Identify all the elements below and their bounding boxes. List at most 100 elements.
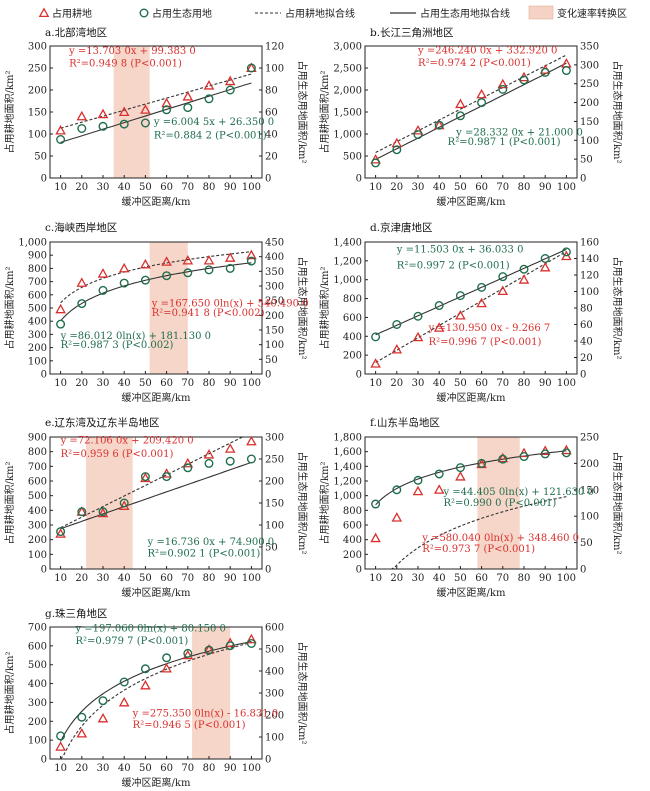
farmland-point bbox=[118, 696, 130, 707]
y-tick-label: 600 bbox=[28, 641, 47, 652]
x-tick-label: 80 bbox=[518, 182, 531, 193]
y2-tick-label: 0 bbox=[580, 565, 586, 576]
eco-point bbox=[98, 285, 108, 295]
legend-label: 占用生态用地 bbox=[152, 7, 212, 20]
x-tick-label: 60 bbox=[475, 378, 488, 389]
eco-point bbox=[519, 75, 529, 85]
x-axis-label: 缓冲区距离/km bbox=[122, 586, 191, 599]
plot-frame bbox=[364, 436, 578, 570]
y2-tick-label: 50 bbox=[580, 155, 593, 166]
fit-equation-label: R²=0.959 6 (P<0.001) bbox=[61, 449, 174, 460]
y-tick-label: 400 bbox=[343, 535, 362, 546]
farmland-point bbox=[455, 310, 466, 320]
y-tick-label: 0 bbox=[356, 565, 362, 576]
x-axis-label: 缓冲区距离/km bbox=[122, 391, 191, 404]
chart-title: b.长江三角洲地区 bbox=[370, 26, 454, 39]
eco-point bbox=[519, 264, 529, 274]
farmland-point bbox=[497, 452, 509, 463]
x-tick-label: 30 bbox=[97, 378, 110, 389]
y2-axis-label: 占用生态用地面积/km² bbox=[296, 61, 309, 164]
eco-point bbox=[140, 664, 150, 674]
eco-point bbox=[204, 265, 214, 275]
y2-axis-label: 占用生态用地面积/km² bbox=[611, 61, 624, 164]
farmland-point bbox=[412, 124, 424, 135]
x-tick-label: 20 bbox=[390, 182, 403, 193]
y2-tick-label: 20 bbox=[580, 353, 593, 364]
farmland-point bbox=[224, 75, 236, 86]
farmland-point bbox=[118, 262, 130, 273]
eco-point bbox=[56, 319, 66, 329]
y2-tick-label: 150 bbox=[265, 499, 284, 510]
y-tick-label: 1,000 bbox=[18, 238, 47, 249]
x-tick-label: 70 bbox=[496, 573, 509, 584]
eco-point bbox=[183, 463, 193, 473]
y-axis-label: 占用耕地面积/km² bbox=[3, 267, 16, 350]
eco-point bbox=[498, 454, 508, 464]
farmland-point bbox=[76, 110, 88, 121]
eco-point bbox=[413, 130, 423, 140]
farmland-point bbox=[246, 249, 257, 260]
fit-equation-label: y =130.950 0x - 9.266 7 bbox=[428, 323, 551, 334]
y2-tick-label: 120 bbox=[580, 271, 599, 282]
eco-point bbox=[434, 301, 444, 311]
y-tick-label: 1,500 bbox=[333, 108, 362, 119]
y-tick-label: 800 bbox=[343, 506, 362, 517]
eco-fit-line bbox=[375, 62, 567, 160]
eco-point bbox=[119, 498, 129, 508]
y-tick-label: 700 bbox=[28, 462, 47, 473]
y2-tick-label: 300 bbox=[265, 282, 284, 293]
x-tick-label: 70 bbox=[496, 182, 509, 193]
eco-point bbox=[225, 263, 235, 273]
farmland-point bbox=[561, 58, 572, 68]
y-tick-label: 0 bbox=[356, 174, 362, 185]
y-tick-label: 300 bbox=[28, 698, 47, 709]
eco-point bbox=[434, 469, 444, 479]
x-tick-label: 60 bbox=[160, 378, 173, 389]
x-tick-label: 40 bbox=[433, 378, 446, 389]
fit-equation-label: y =246.240 0x + 332.920 0 bbox=[417, 45, 557, 56]
fit-equation-label: R²=0.902 1 (P<0.001) bbox=[148, 549, 261, 560]
eco-point bbox=[56, 527, 66, 537]
farmland-point bbox=[412, 485, 424, 496]
y-tick-label: 500 bbox=[28, 491, 47, 502]
y-tick-label: 1,800 bbox=[333, 433, 362, 444]
fit-equation-label: R²=0.996 7 (P<0.001) bbox=[429, 337, 542, 348]
farmland-point bbox=[203, 449, 215, 459]
farmland-point bbox=[370, 532, 381, 543]
x-tick-label: 10 bbox=[369, 378, 382, 389]
farmland-point bbox=[203, 644, 215, 654]
y-axis-label: 占用耕地面积/km² bbox=[318, 462, 331, 545]
y2-tick-label: 200 bbox=[580, 98, 599, 109]
farmland-point bbox=[55, 741, 66, 751]
y2-tick-label: 60 bbox=[265, 108, 278, 119]
y2-tick-label: 150 bbox=[580, 485, 599, 496]
y2-tick-label: 0 bbox=[265, 565, 271, 576]
chart-title: f.山东半岛地区 bbox=[370, 416, 440, 429]
farmland-point bbox=[518, 274, 530, 284]
legend-label: 占用生态用地拟合线 bbox=[420, 7, 510, 20]
fit-equation-label: y =13.703 0x + 99.383 0 bbox=[68, 46, 196, 57]
y2-tick-label: 100 bbox=[265, 733, 284, 744]
eco-point bbox=[162, 653, 172, 663]
x-tick-label: 100 bbox=[242, 763, 261, 774]
eco-point bbox=[540, 253, 550, 263]
x-tick-label: 100 bbox=[242, 573, 261, 584]
eco-point bbox=[371, 158, 381, 168]
y-tick-label: 150 bbox=[28, 108, 47, 119]
fit-equation-label: y =44.405 0ln(x) + 121.630 0 bbox=[442, 487, 593, 498]
y2-tick-label: 0 bbox=[265, 370, 271, 381]
x-tick-label: 20 bbox=[75, 182, 88, 193]
legend-item: 变化速率转换区 bbox=[528, 5, 627, 20]
x-tick-label: 20 bbox=[390, 378, 403, 389]
chart-panel: e.辽东湾及辽东半岛地区 10 20 30 40 50 60 70 80 90 100 0 100 200… bbox=[3, 416, 309, 599]
fit-equation-label: y =197.060 0ln(x) + 80.150 0 bbox=[74, 624, 225, 635]
x-tick-label: 70 bbox=[181, 763, 194, 774]
chart-title: d.京津唐地区 bbox=[370, 221, 433, 234]
eco-point bbox=[519, 452, 529, 462]
eco-point bbox=[246, 63, 256, 73]
y-tick-label: 0 bbox=[356, 370, 362, 381]
y-tick-label: 300 bbox=[28, 42, 47, 53]
eco-point bbox=[392, 485, 402, 495]
